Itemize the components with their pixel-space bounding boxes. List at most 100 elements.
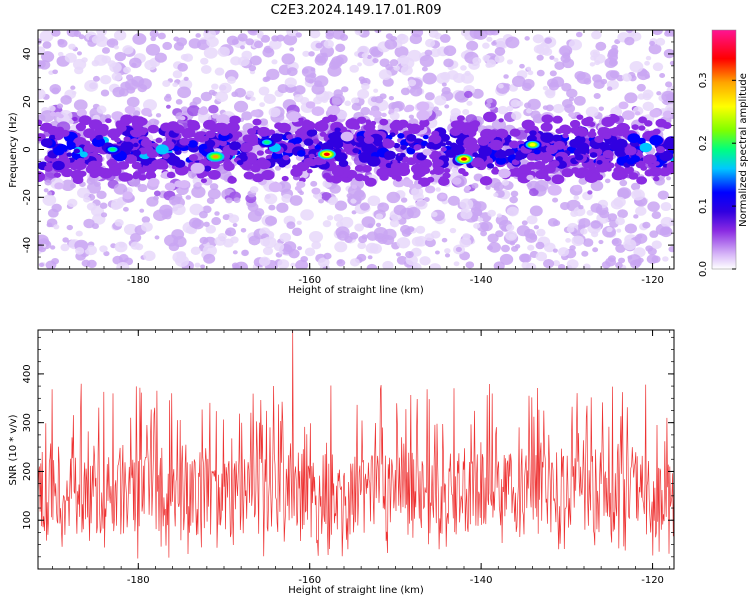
heatmap-cell: [553, 57, 559, 63]
heatmap-cell: [498, 118, 504, 123]
heatmap-cell: [582, 263, 591, 269]
heatmap-cell: [486, 36, 493, 42]
snr-panel: -180 -160 -140 -120 100 200 300 400 Height of s…: [8, 329, 675, 596]
heatmap-cell: [630, 182, 641, 191]
heatmap-cell: [124, 105, 136, 115]
heatmap-cell: [366, 156, 381, 167]
heatmap-cell: [505, 224, 515, 232]
heatmap-cell: [89, 170, 100, 179]
heatmap-cell: [322, 52, 328, 58]
heatmap-cell: [554, 61, 565, 70]
heatmap-cell: [339, 216, 354, 229]
heatmap-cell: [236, 159, 244, 166]
heatmap-cell: [527, 244, 535, 251]
heatmap-cell: [598, 106, 604, 111]
heatmap-cell: [281, 53, 295, 65]
heatmap-cell: [226, 35, 239, 46]
heatmap-cell: [130, 233, 142, 243]
heatmap-cell: [414, 236, 428, 247]
heatmap-cell: [644, 60, 650, 66]
heatmap-cell: [602, 132, 612, 140]
heatmap-cell: [451, 177, 462, 185]
heatmap-cell: [258, 256, 271, 267]
heatmap-cell: [463, 136, 478, 148]
heatmap-cell: [279, 232, 292, 243]
heatmap-cell: [123, 136, 131, 142]
heatmap-cell: [576, 114, 584, 120]
heatmap-cell: [601, 116, 615, 128]
heatmap-cell: [606, 162, 615, 169]
heatmap-cell: [543, 258, 555, 269]
heatmap-cell: [417, 124, 425, 131]
heatmap-cell: [491, 41, 497, 46]
heatmap-cell: [182, 130, 193, 139]
heatmap-cell: [659, 73, 666, 78]
heatmap-cell: [406, 157, 417, 166]
heatmap-cell: [351, 102, 362, 111]
heatmap-cell: [589, 62, 596, 67]
heatmap-cell: [76, 108, 87, 117]
heatmap-cell: [201, 135, 210, 142]
heatmap-cell: [391, 174, 398, 180]
heatmap-cell: [100, 212, 108, 218]
heatmap-cell: [639, 142, 652, 153]
heatmap-cell: [231, 262, 239, 269]
heatmap-cell: [395, 252, 402, 257]
heatmap-cell: [644, 169, 654, 177]
heatmap-cell: [249, 30, 257, 34]
heatmap-cell: [393, 65, 400, 71]
heatmap-cell: [645, 55, 652, 61]
heatmap-cell: [550, 160, 560, 168]
colorbar-tick-label: 0.0: [698, 261, 709, 277]
heatmap-cell: [290, 262, 296, 268]
heatmap-cell: [116, 262, 130, 269]
heatmap-cell: [542, 85, 549, 91]
heatmap-cell: [361, 164, 372, 173]
heatmap-cell: [81, 57, 88, 63]
heatmap-cell: [375, 222, 382, 228]
heatmap-cell: [655, 146, 666, 154]
heatmap-cell: [400, 65, 413, 76]
heatmap-cell: [144, 59, 157, 71]
heatmap-cell: [464, 185, 472, 191]
heatmap-cell: [354, 223, 365, 232]
heatmap-cell: [384, 39, 398, 50]
heatmap-cell: [539, 172, 549, 180]
heatmap-cell: [580, 228, 588, 235]
heatmap-cell: [83, 218, 95, 229]
heatmap-cell: [302, 50, 310, 57]
heatmap-cell: [479, 176, 493, 186]
heatmap-cell: [131, 62, 137, 68]
heatmap-cell: [207, 169, 221, 180]
heatmap-cell: [257, 159, 271, 170]
heatmap-cell: [486, 245, 493, 251]
heatmap-cell: [364, 144, 378, 155]
heatmap-cell: [325, 30, 335, 37]
heatmap-cell: [200, 65, 212, 74]
heatmap-cell: [627, 133, 641, 144]
heatmap-cell: [506, 206, 519, 217]
heatmap-cell: [508, 233, 516, 239]
heatmap-cell: [262, 246, 274, 256]
heatmap-cell: [113, 128, 123, 136]
heatmap-cell: [91, 59, 100, 67]
heatmap-cell: [357, 62, 363, 67]
heatmap-cell: [406, 133, 417, 142]
heatmap-cell: [552, 260, 561, 267]
heatmap-cell: [656, 91, 662, 96]
heatmap-cell: [576, 142, 590, 153]
heatmap-cell: [40, 122, 53, 132]
heatmap-cell: [96, 105, 107, 114]
heatmap-cell: [617, 209, 628, 219]
heatmap-cell: [651, 211, 662, 220]
heatmap-cell: [439, 34, 451, 43]
heatmap-cell: [443, 168, 451, 174]
heatmap-cell: [322, 266, 328, 269]
heatmap-cell: [110, 201, 121, 211]
heatmap-cell: [211, 83, 219, 90]
heatmap-cell: [239, 142, 253, 153]
colorbar-gradient: [712, 30, 736, 269]
heatmap-cell: [323, 39, 334, 49]
heatmap-cell: [459, 198, 474, 210]
heatmap-cell: [444, 253, 451, 258]
